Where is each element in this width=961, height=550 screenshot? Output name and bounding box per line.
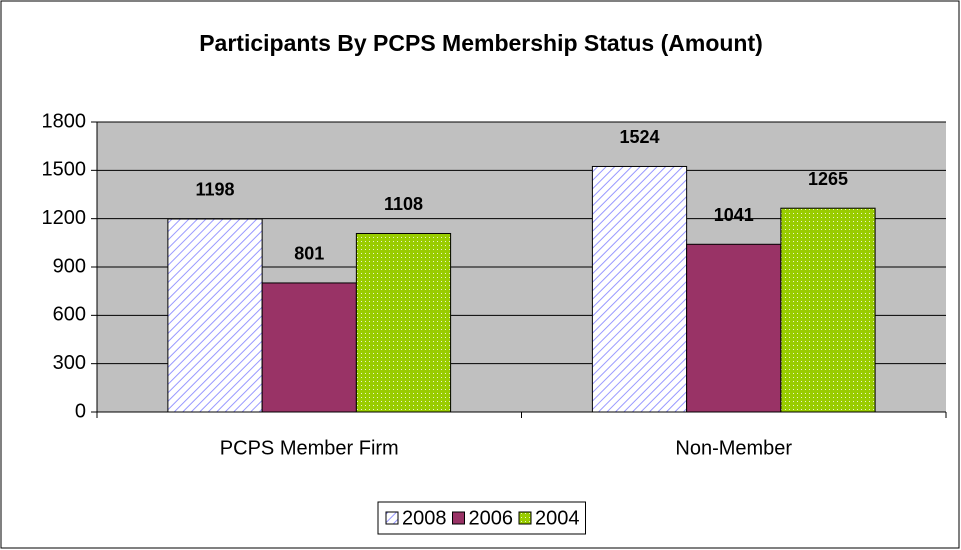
y-tick-label: 600 — [53, 304, 86, 326]
bar — [261, 282, 357, 413]
bar — [686, 243, 782, 413]
x-tick-label: PCPS Member Firm — [220, 437, 399, 459]
data-label: 801 — [294, 244, 324, 264]
y-tick-label: 1800 — [42, 110, 87, 132]
y-tick-label: 900 — [53, 255, 86, 277]
legend: 2008 2006 2004 — [377, 501, 586, 535]
data-label: 1108 — [384, 194, 423, 214]
chart-title: Participants By PCPS Membership Status (… — [199, 30, 763, 56]
y-tick-label: 0 — [75, 400, 86, 422]
bar — [167, 218, 263, 413]
legend-label: 2004 — [535, 507, 580, 529]
data-label: 1524 — [619, 127, 659, 147]
legend-swatch — [385, 511, 399, 525]
legend-box — [377, 501, 586, 535]
bar — [355, 232, 452, 413]
y-tick-label: 1200 — [42, 207, 87, 229]
data-label: 1265 — [808, 169, 848, 189]
bar — [780, 207, 876, 413]
x-tick-label: Non-Member — [675, 437, 792, 459]
data-label: 1041 — [714, 205, 754, 225]
legend-swatch — [518, 511, 532, 525]
legend-swatch — [452, 511, 465, 525]
data-label: 1198 — [195, 180, 234, 200]
legend-label: 2006 — [469, 507, 514, 529]
legend-label: 2008 — [402, 507, 447, 529]
y-tick-label: 1500 — [42, 159, 87, 181]
bar — [591, 165, 688, 413]
y-tick-label: 300 — [53, 352, 86, 374]
